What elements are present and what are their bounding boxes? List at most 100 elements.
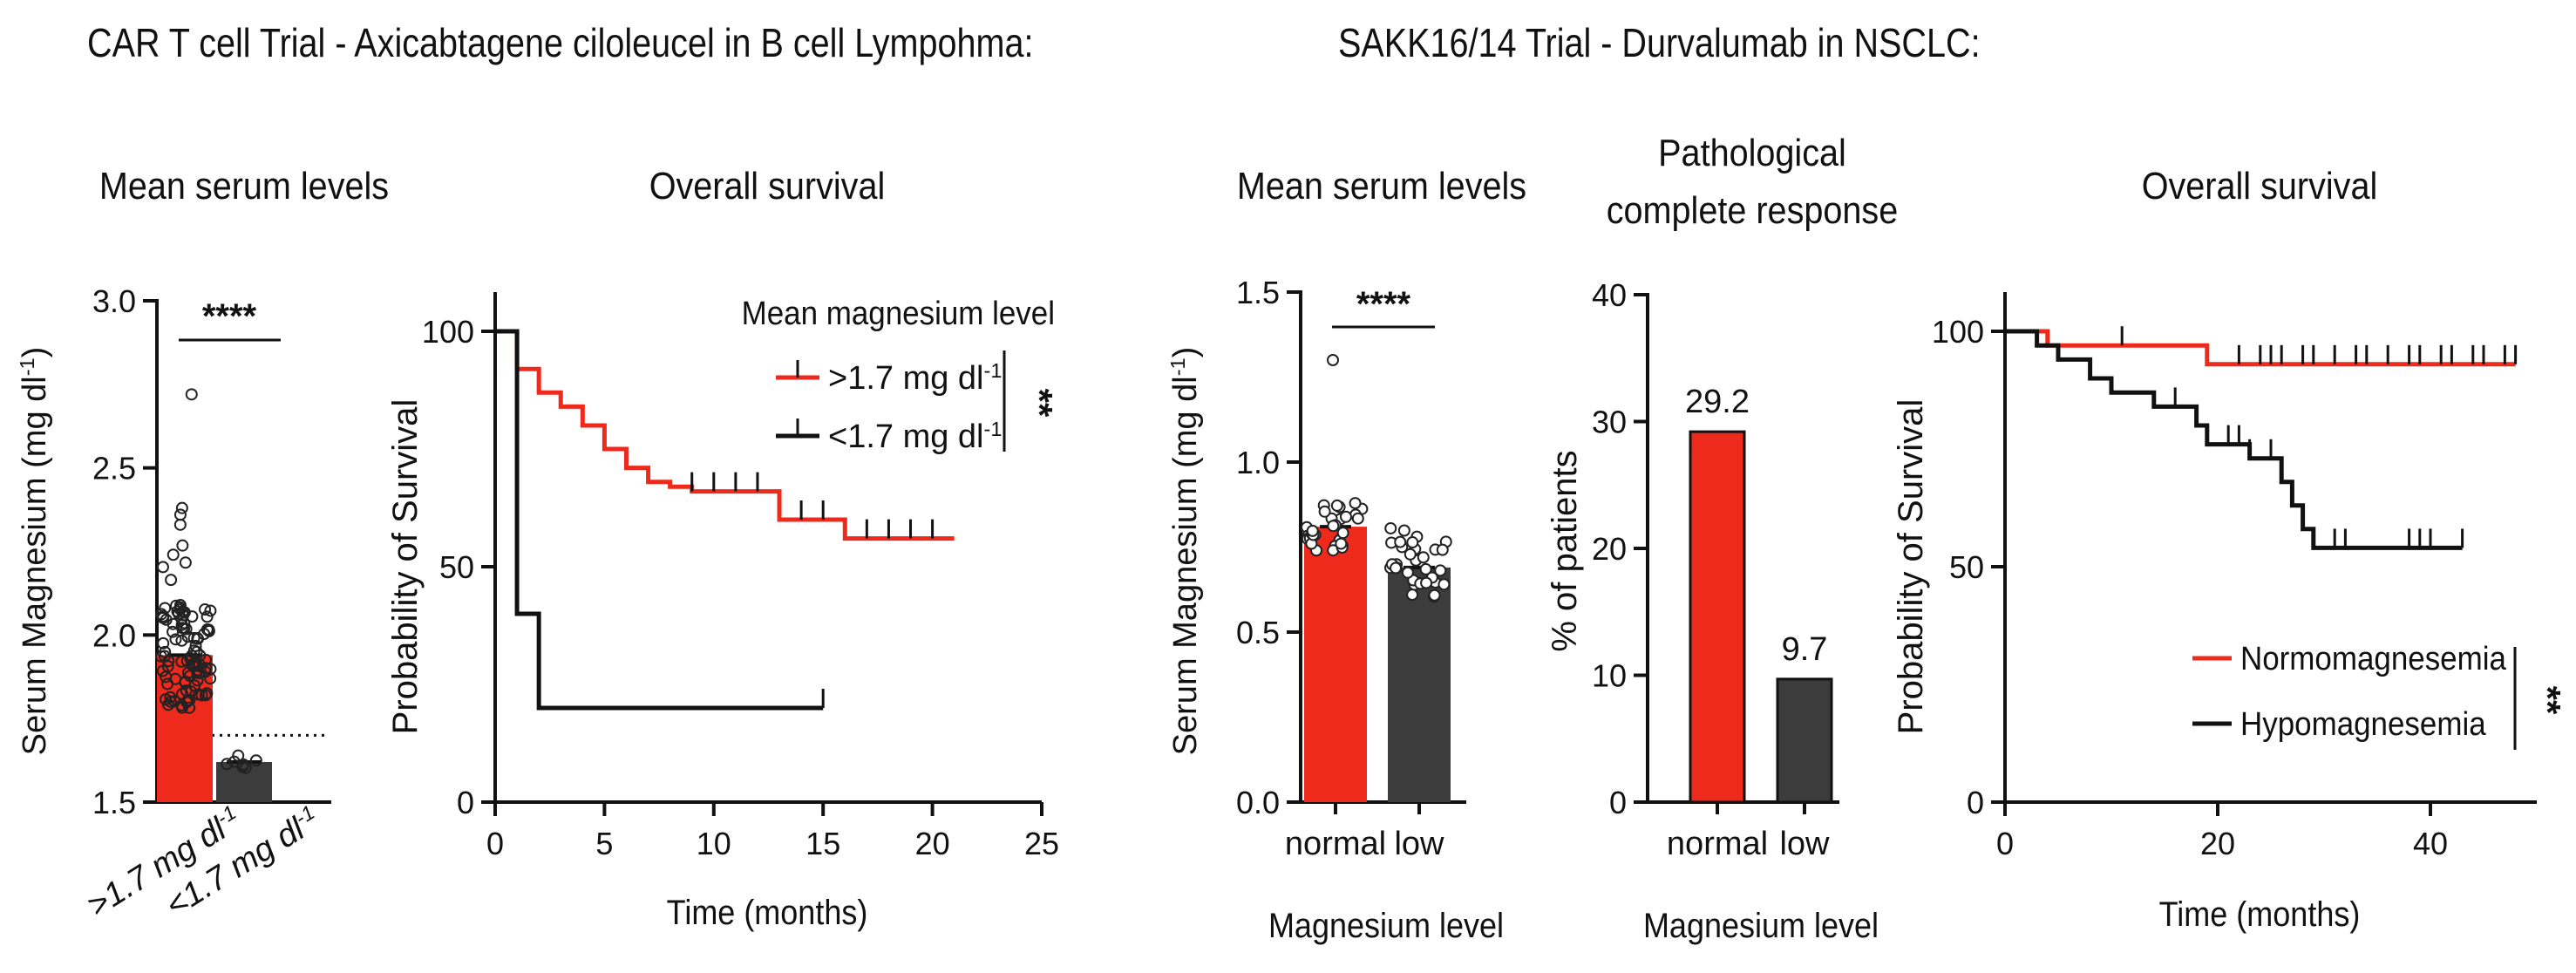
panel-d-data-label: 29.2 (1685, 384, 1750, 420)
panel-c-data-point (1335, 537, 1348, 550)
panel-c-data-point (1390, 561, 1403, 575)
panel-d-data-label: 9.7 (1782, 631, 1828, 668)
panel-a-data-point (167, 548, 180, 561)
panel-d-bar-1 (1776, 677, 1833, 804)
panel-c-data-point (1428, 589, 1441, 602)
panel-e-legend-label-0: Normomagnesemia (2240, 640, 2507, 677)
panel-c-data-point (1419, 562, 1432, 575)
panel-a-data-point (175, 655, 188, 668)
panel-a-data-point (156, 561, 169, 574)
panel-c-data-point (1406, 536, 1419, 549)
panel-c-data-point (1397, 524, 1410, 537)
panel-c-data-point (1327, 520, 1340, 533)
panel-a-y-tick-label: 1.5 (92, 785, 136, 820)
panel-c-y-tick-label: 0.0 (1236, 785, 1280, 820)
panel-d-y-tick-label: 30 (1592, 405, 1627, 440)
panel-c-significance-stars: **** (1356, 285, 1411, 323)
panel-a-data-point (175, 622, 188, 635)
panel-b-x-tick-label: 20 (915, 826, 950, 861)
panel-a-data-point (191, 659, 204, 672)
panel-a-data-point (172, 607, 185, 620)
panel-a-significance-stars: **** (202, 297, 257, 336)
panel-a-data-point (180, 684, 193, 697)
panel-a-y-tick-label: 2.5 (92, 451, 136, 486)
panel-b-y-label: Probability of Survival (386, 399, 425, 735)
panel-c-category-label: low (1394, 826, 1444, 862)
panel-c-data-point (1394, 535, 1407, 548)
panel-c-x-label: Magnesium level (1268, 907, 1504, 945)
panel-e-x-tick-label: 40 (2413, 826, 2448, 861)
panel-a-data-point (179, 556, 192, 569)
panel-a-data-point (232, 749, 245, 762)
panel-a-data-point (199, 603, 212, 616)
panel-a-data-point (189, 639, 202, 652)
panel-c-data-point (1330, 499, 1343, 512)
panel-c-y-tick-label: 1.0 (1236, 445, 1280, 480)
panel-a-data-point (228, 755, 241, 768)
panel-c-data-point (1417, 551, 1430, 564)
panel-b-series-0-curve (495, 329, 955, 541)
panel-d-bar-0 (1689, 430, 1746, 804)
panel-a-data-point (169, 672, 182, 685)
panel-c-data-point (1351, 512, 1364, 525)
panel-a-data-point (182, 666, 195, 679)
panel-a-data-point (175, 634, 188, 647)
panel-a-data-point (169, 633, 182, 646)
panel-a-data-point (185, 685, 198, 698)
panel-c-data-point (1406, 589, 1419, 602)
panel-c-y-label: Serum Magnesium (mg dl-1) (1166, 347, 1204, 756)
panel-d-y-tick-label: 40 (1592, 277, 1627, 313)
panel-c-bar-0 (1304, 527, 1367, 802)
panel-a-data-point (173, 518, 187, 531)
panel-a-data-point (183, 701, 196, 714)
panel-c-data-point (1420, 576, 1433, 589)
panel-a-y-tick-label: 3.0 (92, 283, 136, 319)
panel-a-data-point (221, 758, 234, 771)
panel-e-y-tick-label: 50 (1949, 549, 1984, 585)
panel-a-y-label: Serum Magnesium (mg dl-1) (16, 347, 53, 756)
panel-a-data-point (201, 623, 214, 636)
panel-a-data-point (157, 636, 170, 650)
panel-a-data-point (199, 665, 212, 678)
panel-c-category-label: normal (1285, 826, 1386, 862)
panel-c-data-point (1306, 524, 1319, 537)
panel-e-x-label: Time (months) (2159, 895, 2361, 934)
panel-b-x-tick-label: 0 (486, 826, 504, 861)
panel-d-y-label: % of patients (1546, 450, 1584, 651)
panel-e-y-tick-label: 0 (1967, 785, 1984, 820)
panel-c-data-point (1434, 564, 1447, 577)
panel-e-significance-stars: ** (2527, 686, 2568, 715)
panel-e-y-label: Probability of Survival (1892, 399, 1930, 735)
car-t-trial-title: CAR T cell Trial - Axicabtagene ciloleuc… (87, 20, 1034, 65)
panel-a-data-point (249, 754, 262, 767)
panel-a-data-point (176, 539, 189, 552)
panel-c-data-point (1401, 566, 1414, 579)
panel-b-significance-stars: ** (1019, 389, 1060, 418)
panel-c-data-point (1404, 548, 1417, 561)
panel-c-data-point (1327, 354, 1339, 366)
panel-a-data-point (170, 599, 183, 612)
panel-e-y-tick-label: 100 (1932, 314, 1984, 350)
panel-a-data-point (173, 508, 187, 521)
panel-a-data-point (201, 610, 214, 623)
panel-a-y-tick-label: 2.0 (92, 617, 136, 653)
panel-c-data-point (1436, 543, 1449, 556)
panel-a-data-point (190, 665, 203, 678)
panel-d-x-label: Magnesium level (1643, 907, 1879, 945)
panel-b-x-label: Time (months) (667, 894, 868, 932)
panel-c-data-point (1339, 510, 1352, 523)
sakk-trial-title: SAKK16/14 Trial - Durvalumab in NSCLC: (1338, 20, 1981, 65)
panel-a-data-point (185, 650, 198, 663)
panel-e-series-1-curve (2005, 329, 2463, 550)
panel-a-data-point (160, 693, 173, 706)
panel-c-y-tick-label: 0.5 (1236, 615, 1280, 650)
panel-e-legend-label-1: Hypomagnesemia (2240, 705, 2486, 743)
panel-a-data-point (191, 632, 204, 645)
panel-d-title-line1: Pathological (1658, 131, 1846, 174)
panel-b-series-1-curve (495, 329, 824, 711)
panel-b-legend-label-1: <1.7 mg dl-1 (828, 418, 1002, 455)
panel-b-x-tick-label: 10 (697, 826, 731, 861)
panel-b-x-tick-label: 25 (1024, 826, 1059, 861)
panel-a-data-point (175, 501, 188, 514)
panel-c-y-tick-label: 1.5 (1236, 275, 1280, 310)
